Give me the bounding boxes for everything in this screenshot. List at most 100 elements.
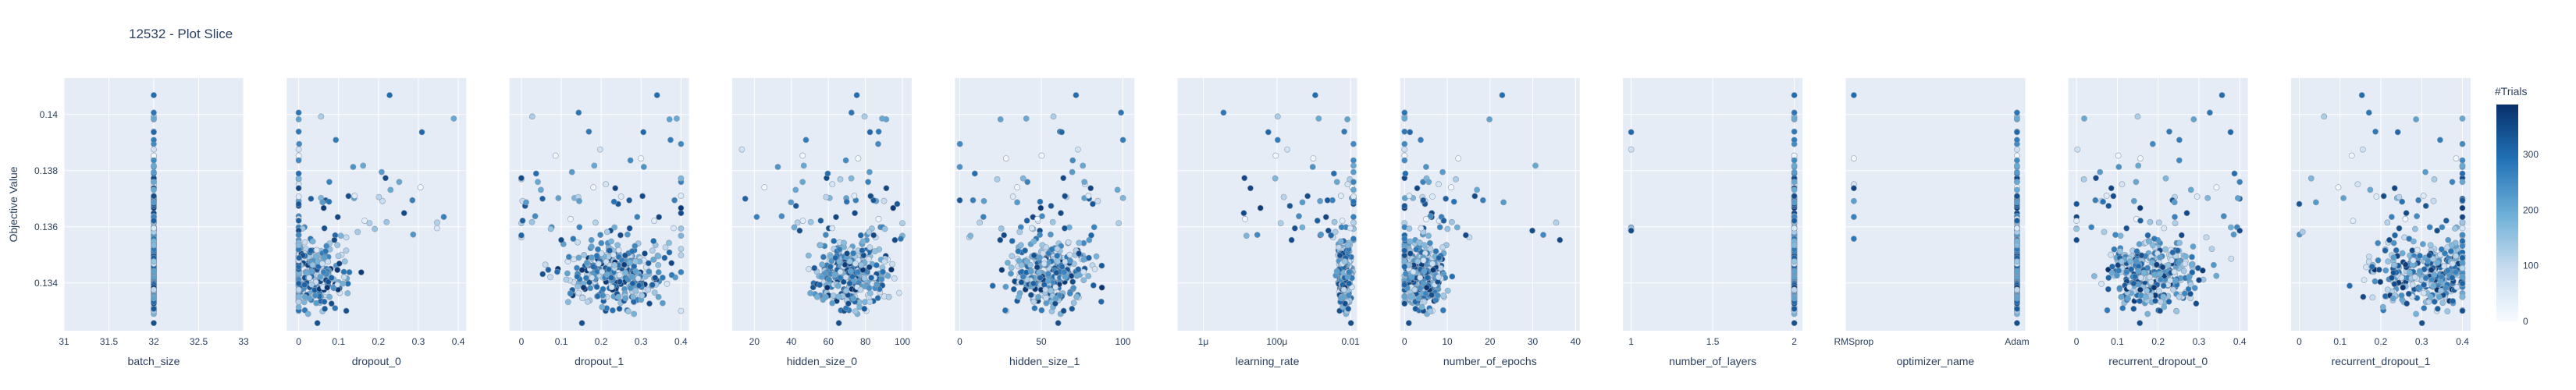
data-point (649, 282, 656, 289)
data-point (2358, 92, 2365, 98)
data-point (678, 204, 685, 211)
data-point (1040, 250, 1046, 257)
data-point (587, 285, 594, 292)
data-point (2181, 290, 2188, 297)
data-point (1284, 146, 1290, 153)
data-point (1119, 194, 1126, 201)
data-point (2392, 232, 2398, 239)
data-point (894, 200, 901, 207)
data-point (857, 232, 864, 239)
data-point (861, 305, 868, 312)
data-point (2132, 273, 2139, 280)
data-point (1401, 128, 1408, 135)
data-point (568, 168, 575, 176)
data-point (806, 266, 812, 272)
data-point (664, 280, 671, 287)
data-point (1420, 257, 1427, 264)
data-point (859, 247, 866, 254)
data-point (564, 270, 571, 277)
data-point (2013, 136, 2020, 144)
data-point (2115, 152, 2122, 159)
data-point (319, 199, 326, 206)
data-point (799, 152, 806, 159)
data-point (309, 261, 316, 268)
data-point (829, 225, 835, 232)
x-tick-label: 20 (749, 336, 760, 347)
data-point (1070, 285, 1077, 292)
data-point (817, 242, 824, 249)
data-point (1069, 278, 1076, 285)
data-point (1274, 113, 1281, 120)
data-point (2146, 274, 2153, 281)
data-point (1312, 92, 1318, 98)
data-point (1532, 162, 1539, 169)
data-point (434, 219, 440, 226)
data-point (2119, 258, 2125, 265)
data-point (1015, 248, 1022, 254)
y-axis-label: Objective Value (7, 166, 20, 242)
data-point (1080, 162, 1087, 169)
data-point (2098, 280, 2105, 287)
data-point (1850, 155, 1857, 161)
data-point (836, 246, 843, 253)
data-point (2137, 320, 2144, 327)
data-point (2388, 275, 2395, 282)
data-point (2013, 286, 2020, 293)
data-point (2073, 225, 2080, 232)
x-tick-label: 0.4 (452, 336, 465, 347)
data-point (410, 231, 417, 238)
data-point (1418, 303, 1425, 310)
data-point (1073, 92, 1080, 98)
x-tick-label: 0.1 (2333, 336, 2347, 347)
data-point (2419, 241, 2426, 247)
data-point (861, 275, 868, 282)
data-point (2377, 278, 2384, 285)
data-point (1076, 250, 1082, 257)
data-point (2390, 269, 2397, 276)
data-point (622, 252, 628, 259)
data-point (1254, 232, 1261, 238)
data-point (826, 276, 832, 283)
y-tick-label: 0.138 (34, 165, 58, 176)
data-point (1051, 300, 1059, 307)
data-point (1474, 186, 1480, 193)
data-point (1257, 204, 1264, 211)
x-axis-label-recurrent-dropout-0: recurrent_dropout_0 (2108, 355, 2208, 367)
x-tick-label: 0.3 (2193, 336, 2206, 347)
data-point (1336, 252, 1343, 259)
data-point (296, 140, 303, 147)
data-point (868, 275, 874, 281)
data-point (2390, 254, 2397, 261)
data-point (1085, 273, 1092, 279)
data-point (151, 305, 157, 312)
data-point (2372, 128, 2379, 135)
data-point (151, 193, 157, 200)
data-point (1277, 220, 1284, 226)
data-point (1850, 214, 1857, 220)
data-point (1088, 232, 1094, 239)
data-point (2414, 213, 2420, 220)
x-tick-label: 0.2 (2151, 336, 2165, 347)
data-point (671, 197, 678, 204)
data-point (2160, 293, 2167, 300)
data-point (2176, 293, 2183, 300)
data-point (564, 299, 571, 306)
data-point (1443, 195, 1449, 202)
data-point (2367, 186, 2374, 193)
data-point (2157, 271, 2164, 277)
data-point (301, 282, 308, 289)
data-point (2090, 273, 2097, 279)
x-tick-label: RMSprop (1834, 336, 1874, 347)
data-point (1462, 232, 1469, 239)
data-point (296, 254, 302, 261)
data-point (852, 210, 858, 217)
data-point (622, 269, 629, 276)
data-point (2363, 264, 2369, 271)
data-point (848, 175, 855, 182)
data-point (532, 170, 539, 177)
data-point (2449, 179, 2456, 186)
data-point (1037, 232, 1043, 238)
y-tick-label: 0.134 (34, 278, 58, 289)
data-point (2459, 307, 2466, 314)
data-point (1309, 164, 1316, 170)
